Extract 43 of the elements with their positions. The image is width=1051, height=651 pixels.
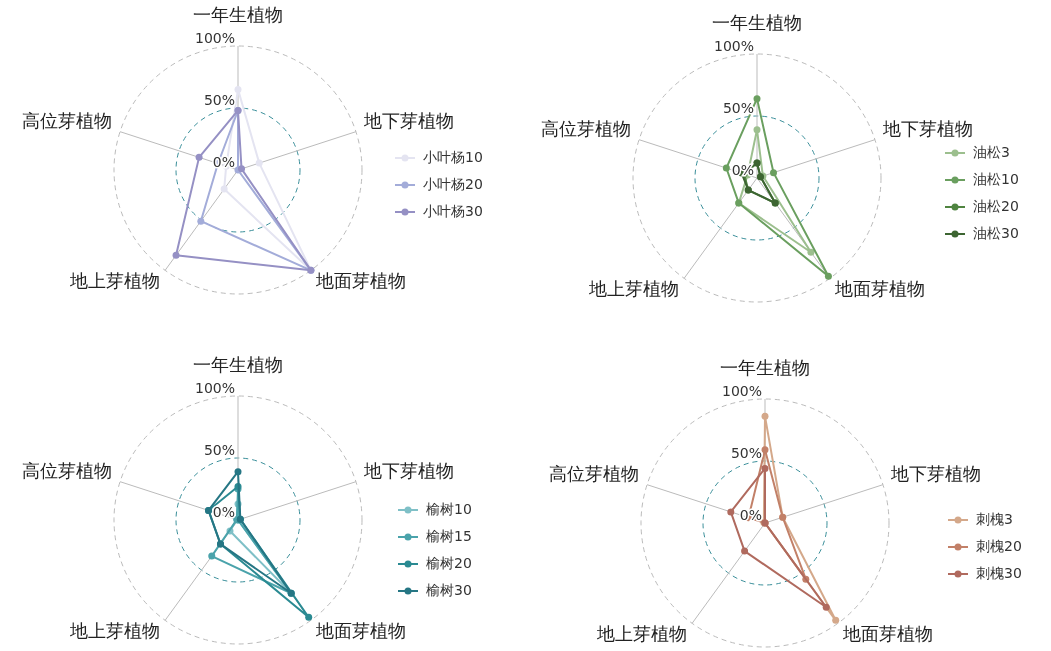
legend-label: 小叶杨30	[423, 203, 483, 219]
spoke-label: 地面芽植物	[314, 269, 406, 291]
y-tick-label: 50%	[730, 445, 762, 461]
legend-label: 榆树10	[426, 501, 472, 517]
legend-label: 小叶杨20	[423, 176, 483, 192]
legend-label: 油松20	[973, 198, 1019, 214]
spoke-label: 地上芽植物	[69, 619, 161, 641]
legend-label: 小叶杨10	[423, 149, 483, 165]
spoke-label: 一年生植物	[720, 357, 810, 378]
y-tick-label: 0%	[212, 504, 235, 520]
y-tick-label: 100%	[713, 38, 754, 54]
spoke-label: 地下芽植物	[889, 463, 981, 485]
legend-label: 刺槐20	[976, 538, 1022, 554]
legend-label: 油松10	[973, 171, 1019, 187]
y-tick-label: 50%	[203, 92, 235, 108]
y-tick-label: 50%	[203, 442, 235, 458]
y-tick-label: 100%	[721, 383, 762, 399]
spoke-label: 一年生植物	[193, 354, 283, 375]
spoke-label: 地下芽植物	[362, 110, 454, 132]
legend-label: 榆树15	[426, 528, 472, 544]
spoke-label: 地面芽植物	[314, 619, 406, 641]
legend-label: 油松3	[973, 144, 1010, 160]
spoke-label: 一年生植物	[712, 12, 802, 33]
legend-label: 刺槐30	[976, 565, 1022, 581]
spoke-label: 地上芽植物	[596, 622, 688, 644]
spoke-label: 高位芽植物	[22, 110, 113, 132]
y-tick-label: 100%	[194, 380, 235, 396]
spoke-label: 一年生植物	[193, 4, 283, 25]
spoke-label: 地面芽植物	[841, 622, 933, 644]
legend-label: 榆树30	[426, 582, 472, 598]
legend-label: 油松30	[973, 225, 1019, 241]
spoke-label: 地面芽植物	[833, 277, 925, 299]
spoke-label: 高位芽植物	[549, 463, 640, 485]
y-tick-label: 0%	[212, 154, 235, 170]
spoke-label: 高位芽植物	[22, 460, 113, 482]
y-tick-label: 100%	[194, 30, 235, 46]
legend-label: 刺槐3	[976, 511, 1013, 527]
spoke-label: 地下芽植物	[881, 118, 973, 140]
spoke-label: 地上芽植物	[588, 277, 680, 299]
spoke-label: 高位芽植物	[541, 118, 632, 140]
legend-label: 榆树20	[426, 555, 472, 571]
spoke-label: 地上芽植物	[69, 269, 161, 291]
spoke-label: 地下芽植物	[362, 460, 454, 482]
